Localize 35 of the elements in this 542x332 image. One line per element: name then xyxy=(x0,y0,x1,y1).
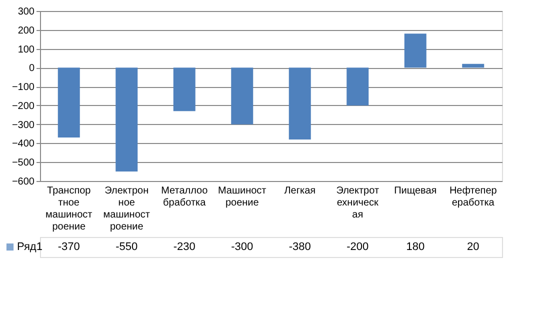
x-tick-label: Пищевая xyxy=(394,186,437,196)
x-tick-label: Электротехническая xyxy=(336,186,380,220)
legend-label: Ряд1 xyxy=(17,241,42,253)
data-label: -370 xyxy=(58,241,80,253)
data-label: 180 xyxy=(406,241,425,253)
x-tick-label: Транспортное машиностроение xyxy=(46,186,93,232)
data-label: -200 xyxy=(346,241,369,253)
y-tick-label: −300 xyxy=(12,120,35,131)
bar xyxy=(288,68,311,140)
bar xyxy=(346,68,369,106)
bar xyxy=(404,34,426,68)
y-tick-label: 300 xyxy=(18,6,35,18)
data-label: -380 xyxy=(288,241,311,253)
bar xyxy=(58,68,80,138)
bar xyxy=(173,68,196,112)
x-tick-label: Легкая xyxy=(284,186,316,196)
y-tick-label: −200 xyxy=(12,100,35,112)
bar xyxy=(231,68,254,124)
y-tick-label: −500 xyxy=(12,158,35,169)
x-tick-label: Нефтепереработка xyxy=(449,186,498,208)
x-tick-label: Металлообработка xyxy=(161,186,208,208)
data-label: 20 xyxy=(467,241,480,253)
bar xyxy=(462,64,484,68)
y-tick-label: −100 xyxy=(12,82,35,94)
y-tick-label: −600 xyxy=(12,176,35,188)
y-tick-label: 0 xyxy=(28,63,35,74)
bar xyxy=(116,68,138,172)
data-label: -300 xyxy=(231,241,254,253)
y-tick-label: 100 xyxy=(18,44,35,56)
data-label: -550 xyxy=(116,241,138,253)
x-tick-label: Электронное машиностроение xyxy=(103,186,150,232)
x-tick-label: Машиностроение xyxy=(218,186,267,208)
y-tick-label: 200 xyxy=(18,25,35,36)
data-label: -230 xyxy=(173,241,196,253)
y-tick-label: −400 xyxy=(12,138,35,150)
